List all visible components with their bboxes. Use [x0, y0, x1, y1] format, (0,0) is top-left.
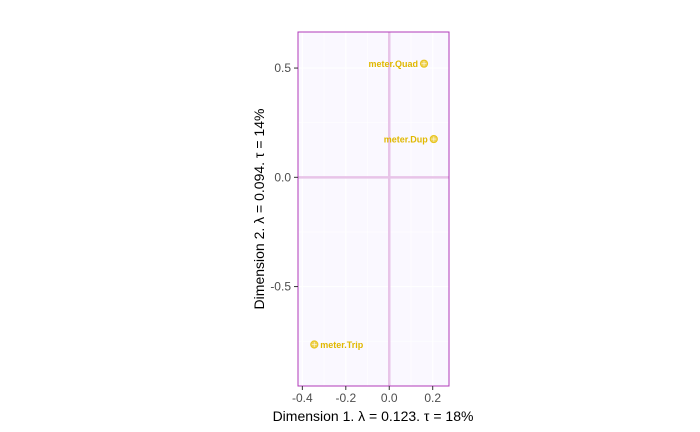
plot-panel-background: [298, 32, 449, 386]
point-label: meter.Trip: [320, 340, 364, 350]
point-label: meter.Quad: [368, 59, 418, 69]
point-label: meter.Dup: [384, 135, 429, 145]
y-tick-label: -0.5: [270, 280, 291, 294]
data-points: meter.Quad meter.Dup meter.Trip: [310, 59, 438, 350]
x-tick-label: -0.4: [292, 391, 313, 405]
plot-panel-border: [297, 31, 450, 387]
y-axis: 0.5 0.0 -0.5: [270, 61, 298, 294]
y-tick-label: 0.5: [274, 61, 291, 75]
x-tick-label: 0.0: [381, 391, 398, 405]
data-point-1: meter.Quad: [368, 59, 429, 69]
x-tick-label: -0.2: [335, 391, 356, 405]
y-axis-title: Dimension 2. λ = 0.094. τ = 14%: [251, 109, 267, 310]
x-tick-label: 0.2: [424, 391, 441, 405]
data-point-3: meter.Trip: [310, 340, 364, 350]
x-axis: -0.4 -0.2 0.0 0.2: [292, 386, 441, 405]
data-point-2: meter.Dup: [384, 135, 438, 145]
x-axis-title: Dimension 1. λ = 0.123. τ = 18%: [273, 408, 474, 424]
y-tick-label: 0.0: [274, 170, 291, 184]
